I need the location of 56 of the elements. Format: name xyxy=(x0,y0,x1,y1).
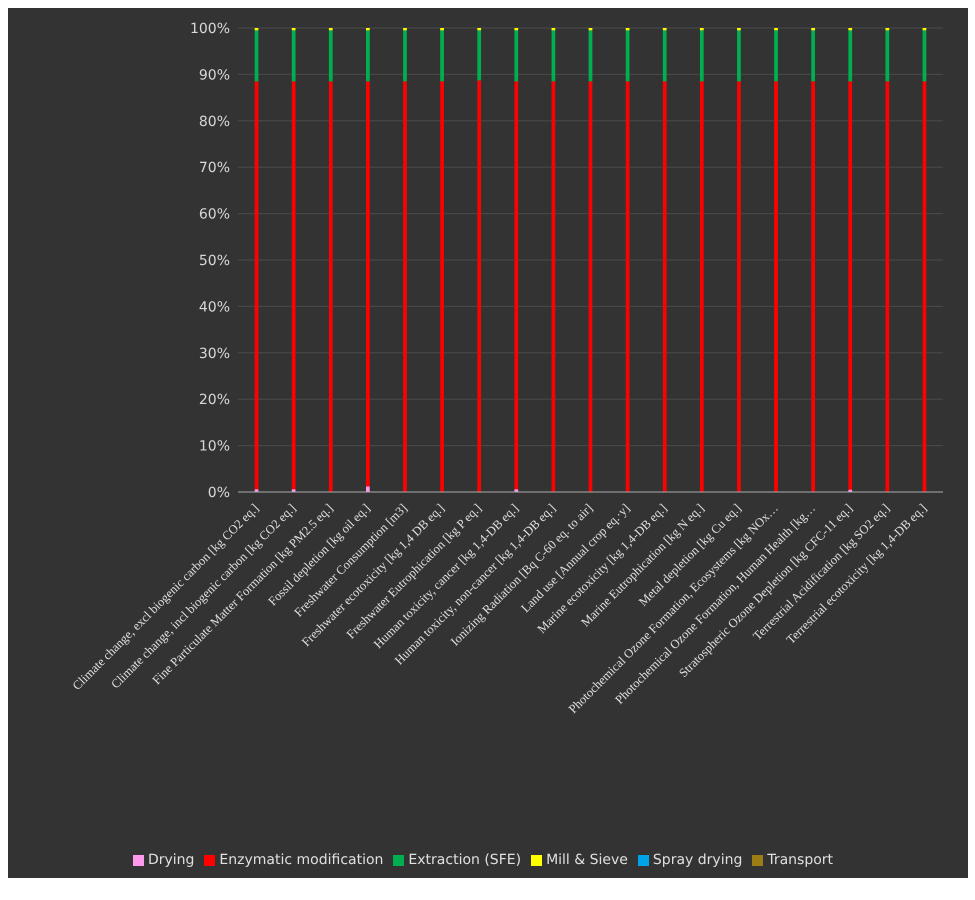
y-tick-label: 30% xyxy=(198,346,230,362)
bar xyxy=(848,81,852,490)
bar xyxy=(662,30,667,82)
bar xyxy=(774,81,778,492)
bar xyxy=(514,30,518,82)
legend-label: Spray drying xyxy=(652,852,742,868)
y-tick-label: 60% xyxy=(198,206,230,223)
bar xyxy=(552,30,556,82)
bar xyxy=(366,30,370,82)
bar xyxy=(662,81,667,492)
legend-label: Mill & Sieve xyxy=(546,852,628,868)
bar xyxy=(292,30,296,82)
bar xyxy=(811,30,815,82)
legend-label: Transport xyxy=(767,852,834,868)
bar xyxy=(514,81,518,490)
legend-label: Drying xyxy=(148,852,194,868)
bar xyxy=(626,30,630,82)
bar xyxy=(700,81,704,492)
y-tick-label: 50% xyxy=(198,252,230,269)
bar xyxy=(366,81,370,486)
bar xyxy=(885,30,890,82)
bar xyxy=(254,30,258,82)
bar xyxy=(552,81,556,492)
bar xyxy=(626,81,630,492)
bar xyxy=(885,81,890,492)
y-tick-label: 90% xyxy=(198,67,230,84)
bar xyxy=(811,81,815,492)
bar xyxy=(440,30,444,82)
legend-label: Extraction (SFE) xyxy=(408,852,522,868)
bar xyxy=(292,81,296,490)
bar xyxy=(588,81,592,492)
bar xyxy=(328,30,333,82)
legend-label: Enzymatic modification xyxy=(219,852,384,868)
bar xyxy=(254,489,258,492)
bar xyxy=(403,81,407,492)
bar xyxy=(477,80,482,492)
y-tick-label: 0% xyxy=(208,484,230,501)
bar xyxy=(737,81,741,492)
bar xyxy=(254,81,258,490)
bar xyxy=(328,81,333,492)
y-tick-label: 20% xyxy=(198,392,230,408)
y-tick-label: 40% xyxy=(198,299,230,316)
bar xyxy=(922,81,926,492)
bar xyxy=(922,30,926,82)
bar xyxy=(440,81,444,492)
bar xyxy=(588,30,592,82)
y-tick-label: 10% xyxy=(198,438,230,455)
bar xyxy=(700,30,704,82)
bar xyxy=(848,30,852,82)
y-tick-label: 80% xyxy=(198,114,230,130)
bar xyxy=(403,30,407,82)
y-tick-label: 100% xyxy=(190,20,230,37)
bar xyxy=(774,30,778,82)
y-tick-label: 70% xyxy=(198,160,230,176)
bar xyxy=(477,30,482,80)
bar xyxy=(737,30,741,82)
